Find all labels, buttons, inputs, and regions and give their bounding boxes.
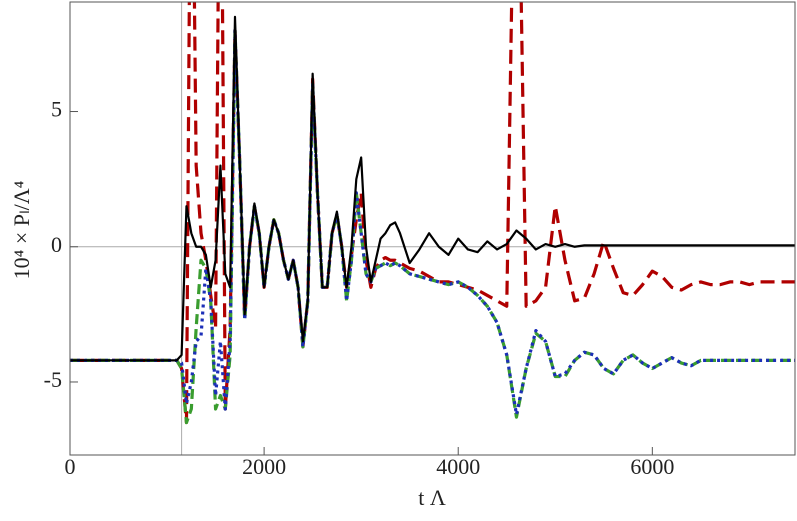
y-axis-label: 10⁴ × Pₗ/Λ⁴: [9, 180, 34, 279]
x-tick-label: 4000: [436, 454, 480, 479]
x-axis-label: t Λ: [418, 485, 446, 510]
series-line: [70, 28, 795, 425]
x-tick-label: 2000: [242, 454, 286, 479]
x-tick-label: 0: [65, 454, 76, 479]
plot-area: [70, 2, 795, 455]
x-tick-label: 6000: [630, 454, 674, 479]
series-line: [70, 15, 795, 362]
plot-frame: [69, 1, 796, 456]
y-tick-label: 5: [51, 97, 62, 122]
y-tick-label: 0: [51, 232, 62, 257]
y-tick-label: -5: [44, 367, 62, 392]
